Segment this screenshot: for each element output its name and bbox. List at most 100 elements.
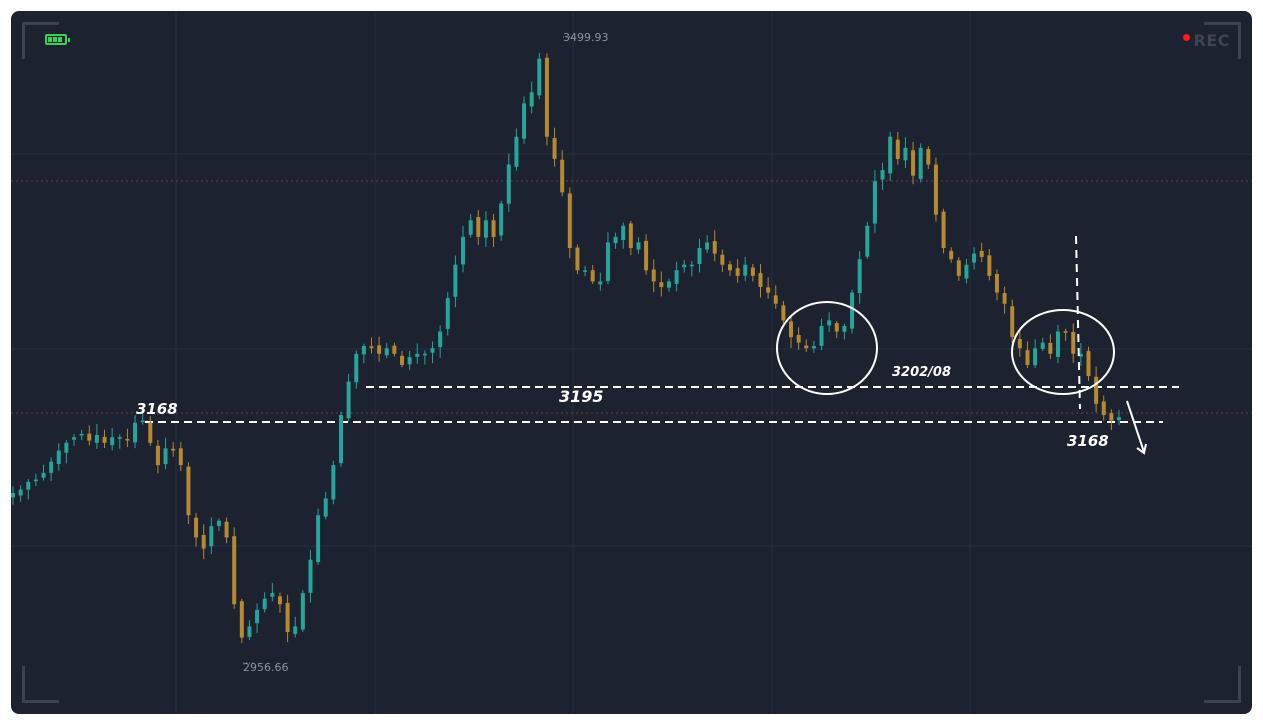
reference-lines — [145, 36, 1179, 664]
candle-body — [781, 305, 786, 321]
candle-body — [880, 170, 885, 180]
candle-body — [1101, 401, 1106, 415]
candle-body — [857, 259, 862, 294]
candle-body — [773, 295, 778, 304]
candle-body — [178, 448, 183, 466]
candle-body — [201, 535, 206, 549]
candle-body — [1109, 413, 1114, 421]
candle-body — [926, 149, 931, 165]
candle-body — [338, 415, 343, 464]
frame-corner-top-right — [1204, 22, 1241, 59]
vertical-dashed-marker — [1075, 235, 1081, 410]
candle-body — [483, 220, 488, 238]
record-dot-icon — [1182, 34, 1190, 41]
candle-body — [758, 273, 763, 287]
candle-body — [72, 437, 77, 440]
candle-body — [590, 270, 595, 282]
level-label-3202-08: 3202/08 — [892, 365, 951, 380]
candle-body — [598, 281, 603, 285]
candle-body — [979, 250, 984, 257]
candle-body — [583, 270, 588, 272]
candle-body — [216, 520, 221, 526]
candle-body — [636, 242, 641, 250]
candle-body — [117, 437, 122, 439]
candle-body — [293, 626, 298, 634]
candle-body — [331, 465, 336, 500]
low-price-label: 2956.66 — [243, 661, 289, 674]
candle-body — [1010, 306, 1015, 338]
candle-body — [354, 353, 359, 383]
candle-body — [804, 345, 809, 349]
candle-body — [903, 147, 908, 161]
candlestick-chart: 3499.93 2956.66 3168 3195 3202/08 3168 — [11, 11, 1252, 714]
candle-body — [1002, 293, 1007, 304]
candle-body — [865, 225, 870, 257]
candle-body — [842, 325, 847, 332]
candle-body — [41, 472, 46, 478]
candle-body — [659, 282, 664, 287]
candle-body — [537, 58, 542, 96]
candle-body — [1094, 376, 1099, 404]
candle-body — [346, 381, 351, 419]
candle-body — [994, 273, 999, 293]
down-arrow — [1126, 400, 1145, 453]
high-price-label: 3499.93 — [563, 31, 609, 44]
candle-body — [499, 203, 504, 236]
candle-body — [407, 357, 412, 365]
candle-body — [972, 253, 977, 263]
candle-body — [445, 298, 450, 329]
candle-body — [651, 269, 656, 282]
candle-body — [255, 609, 260, 624]
candle-body — [811, 345, 816, 349]
candle-body — [888, 136, 893, 174]
candle-body — [933, 164, 938, 215]
candle-body — [819, 325, 824, 346]
candlestick-series — [11, 53, 1121, 644]
candle-body — [163, 448, 168, 465]
candle-body — [87, 433, 92, 441]
candle-body — [949, 250, 954, 260]
candle-body — [239, 601, 244, 638]
highlight-circle-left — [776, 301, 878, 395]
support-label-3195: 3195 — [559, 387, 604, 406]
candle-body — [155, 445, 160, 466]
candle-body — [1063, 331, 1068, 333]
candle-body — [514, 136, 519, 167]
candle-body — [392, 345, 397, 354]
candle-body — [743, 264, 748, 276]
candle-body — [964, 264, 969, 279]
candle-body — [552, 138, 557, 159]
candle-body — [361, 345, 366, 355]
candle-body — [872, 181, 877, 224]
candle-body — [171, 448, 176, 451]
candle-body — [285, 602, 290, 633]
target-label-3168: 3168 — [1067, 432, 1109, 450]
candle-body — [697, 248, 702, 264]
candle-body — [796, 334, 801, 343]
candle-body — [789, 321, 794, 338]
candle-body — [560, 159, 565, 193]
rec-indicator: REC — [1182, 31, 1231, 50]
candle-body — [613, 236, 618, 244]
candle-body — [438, 331, 443, 348]
candle-body — [26, 481, 31, 490]
candle-body — [491, 220, 496, 237]
candle-body — [422, 353, 427, 356]
candle-body — [49, 461, 54, 473]
candle-body — [621, 225, 626, 241]
candle-body — [110, 437, 115, 446]
candle-body — [56, 450, 61, 465]
candle-body — [674, 270, 679, 284]
battery-full-icon — [45, 34, 70, 45]
candle-body — [308, 559, 313, 593]
candle-body — [300, 593, 305, 630]
annotation-layer: 3499.93 2956.66 3168 3195 3202/08 3168 — [136, 31, 1147, 674]
candle-body — [529, 92, 534, 107]
candle-body — [941, 211, 946, 249]
candle-body — [850, 292, 855, 329]
candle-body — [400, 355, 405, 365]
candle-body — [720, 254, 725, 265]
candle-body — [209, 526, 214, 547]
candle-body — [247, 626, 252, 638]
candle-body — [727, 264, 732, 271]
